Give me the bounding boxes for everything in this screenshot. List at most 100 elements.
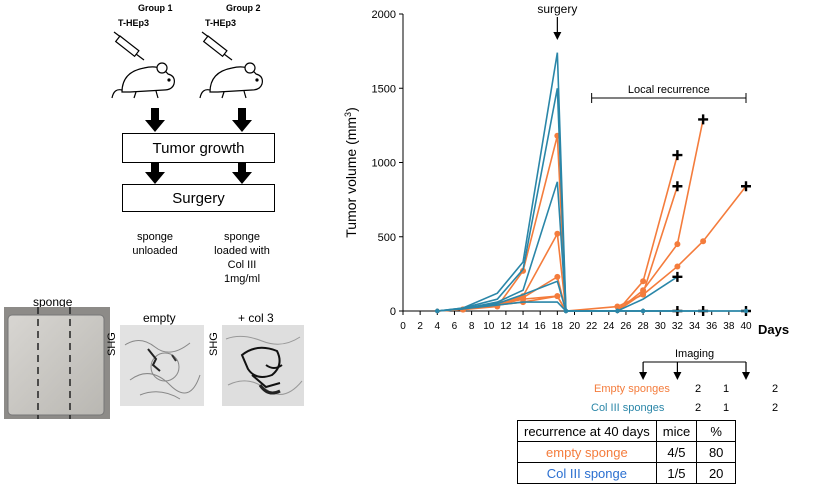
data-point	[554, 273, 561, 280]
table-row: empty sponge 4/5 80	[517, 441, 737, 463]
shg-col3-image	[222, 325, 304, 406]
data-point	[614, 303, 621, 310]
row-mice-empty: 4/5	[655, 441, 698, 463]
data-point	[640, 278, 647, 285]
mouse-syringe-icon-2	[199, 31, 263, 99]
x-tick-label: 2	[417, 321, 423, 332]
empty-image-label: empty	[143, 311, 176, 325]
chart-axes: 0 2 4 6 8 10 12 14 16 18 20 22 24 26 28 30 32 34 36 38 40050…	[343, 9, 789, 337]
empty-sponges-label: Empty sponges	[594, 383, 670, 395]
imaging-arrowhead-icon	[639, 372, 648, 380]
x-tick-label: 16	[535, 321, 547, 332]
col3-count-2: 1	[723, 402, 730, 414]
y-tick-label: 500	[378, 232, 396, 244]
table-header-cell: mice	[655, 420, 698, 442]
unloaded-caption: sponge unloaded	[132, 231, 178, 257]
x-tick-label: 24	[603, 321, 615, 332]
y-tick-label: 1500	[372, 83, 396, 95]
row-pct-empty: 80	[696, 441, 737, 463]
x-tick-label: 36	[706, 321, 718, 332]
data-point	[640, 308, 646, 314]
y-tick-label: 0	[390, 306, 396, 318]
row-label-col3: Col III sponge	[517, 462, 657, 484]
data-point	[615, 308, 620, 314]
x-tick-label: 26	[620, 321, 632, 332]
shg-label-1: SHG	[106, 332, 118, 356]
data-point	[520, 267, 527, 274]
end-plus-marker	[741, 181, 751, 192]
x-tick-label: 20	[569, 321, 581, 332]
shg-label-2: SHG	[208, 332, 220, 356]
x-tick-label: 22	[586, 321, 598, 332]
col3-sponges-label: Col III sponges	[591, 402, 665, 414]
down-arrow-icon	[232, 108, 252, 132]
series-line-col3	[437, 301, 746, 312]
x-tick-label: 0	[400, 321, 406, 332]
cell-line-label-1: T-HEp3	[118, 18, 150, 28]
row-mice-col3: 1/5	[655, 462, 698, 484]
series-line-empty	[437, 119, 704, 312]
data-point	[743, 308, 749, 314]
row-label-empty: empty sponge	[517, 441, 657, 463]
group2-label: Group 2	[226, 3, 261, 13]
x-axis-label: Days	[758, 322, 789, 337]
empty-count-3: 2	[772, 383, 779, 395]
y-axis-label: Tumor volume (mm3)	[343, 107, 359, 238]
down-arrow-icon	[232, 162, 252, 184]
table-row: Col III sponge 1/5 20	[517, 462, 737, 484]
data-point	[674, 263, 681, 270]
down-arrow-icon	[145, 162, 165, 184]
tumor-growth-box: Tumor growth	[122, 133, 275, 163]
recurrence-label: Local recurrence	[628, 84, 710, 96]
data-point	[554, 293, 561, 300]
series-line-empty	[437, 185, 747, 312]
table-header-row: recurrence at 40 days mice %	[517, 420, 737, 442]
y-tick-label: 1000	[372, 158, 396, 170]
down-arrow-icon	[145, 108, 165, 132]
surgery-label: surgery	[537, 2, 577, 16]
chart-series	[435, 52, 751, 316]
group1-label: Group 1	[138, 3, 173, 13]
imaging-arrowhead-icon	[742, 372, 750, 380]
x-tick-label: 40	[740, 321, 752, 332]
recurrence-table: recurrence at 40 days mice % empty spong…	[517, 420, 737, 484]
imaging-label: Imaging	[675, 348, 714, 360]
series-line-col3	[437, 181, 704, 312]
col3-image-label: + col 3	[238, 311, 274, 325]
data-point	[435, 308, 440, 314]
x-tick-label: 30	[655, 321, 667, 332]
end-plus-marker	[672, 271, 683, 282]
x-tick-label: 18	[552, 321, 564, 332]
end-plus-marker	[698, 114, 709, 125]
x-tick-label: 38	[723, 321, 735, 332]
table-header-cell: %	[696, 420, 737, 442]
x-tick-label: 32	[672, 321, 684, 332]
y-tick-label: 2000	[372, 9, 396, 21]
tumor-volume-chart: 0 2 4 6 8 10 12 14 16 18 20 22 24 26 28 30 32 34 36 38 40050…	[343, 2, 789, 380]
tumor-growth-text: Tumor growth	[152, 139, 245, 157]
data-point	[554, 230, 561, 237]
loaded-caption: sponge loaded with Col III 1mg/ml	[214, 231, 270, 285]
end-plus-marker	[672, 150, 683, 161]
series-line-empty	[437, 135, 679, 312]
table-header-cell: recurrence at 40 days	[517, 420, 657, 442]
x-tick-label: 10	[483, 321, 495, 332]
empty-count-2: 1	[723, 383, 730, 395]
x-tick-label: 4	[435, 321, 441, 332]
col3-count-1: 2	[695, 402, 702, 414]
data-point	[674, 241, 681, 248]
data-point	[640, 287, 647, 294]
empty-count-1: 2	[695, 383, 702, 395]
end-plus-marker	[672, 181, 683, 192]
series-line-col3	[437, 52, 678, 312]
x-tick-label: 12	[500, 321, 512, 332]
data-point	[640, 291, 647, 298]
data-point	[700, 238, 707, 245]
cell-line-label-2: T-HEp3	[205, 18, 237, 28]
surgery-box: Surgery	[122, 184, 275, 212]
x-tick-label: 14	[517, 321, 529, 332]
sponge-label: sponge	[33, 295, 73, 309]
imaging-arrowhead-icon	[673, 372, 682, 380]
x-tick-label: 8	[469, 321, 475, 332]
shg-empty-image	[120, 325, 204, 406]
